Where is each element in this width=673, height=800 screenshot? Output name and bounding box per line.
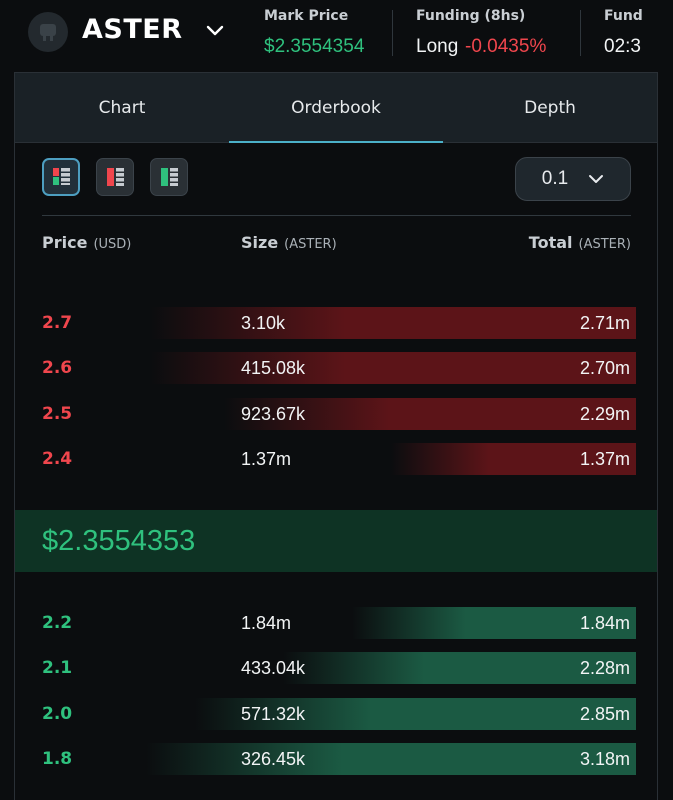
orderbook-panel-frame: [14, 0, 658, 800]
ask-total: 2.70m: [579, 358, 630, 378]
bid-total: 1.84m: [579, 613, 630, 633]
ask-size: 415.08k: [241, 358, 306, 378]
bid-size: 1.84m: [241, 613, 292, 633]
ask-total: 2.29m: [579, 404, 630, 424]
bid-price: 2.0: [42, 704, 73, 724]
bid-depth-bar: [352, 607, 636, 639]
orderbook-asks-icon: [107, 168, 124, 186]
coin-logo: [28, 12, 68, 52]
bid-row[interactable]: 1.8 326.45k 3.18m: [0, 743, 673, 775]
tab-depth[interactable]: Depth: [524, 97, 576, 118]
funding-label: Funding (8hs): [416, 8, 526, 24]
market-symbol[interactable]: ASTER: [82, 14, 183, 45]
ask-size: 1.37m: [241, 449, 292, 469]
bid-depth-bar: [146, 743, 636, 775]
chevron-down-icon: [589, 175, 604, 183]
ask-depth-bar: [151, 307, 636, 339]
funding-countdown-value: 02:3: [604, 36, 641, 57]
funding-side: Long: [416, 36, 459, 57]
size-header-unit: (ASTER): [284, 237, 337, 252]
funding-countdown-label: Fund: [604, 8, 643, 24]
size-header-label: Size: [241, 233, 279, 252]
price-header-label: Price: [42, 233, 88, 252]
orderbook-both-icon: [53, 168, 70, 185]
view-bids-button[interactable]: [150, 158, 188, 196]
total-header-label: Total: [528, 233, 573, 252]
total-column-header: Total (ASTER): [529, 233, 631, 252]
ask-depth-bar: [224, 398, 636, 430]
bid-price: 2.1: [42, 658, 73, 678]
ask-row[interactable]: 2.5 923.67k 2.29m: [0, 398, 673, 430]
bid-row[interactable]: 2.2 1.84m 1.84m: [0, 607, 673, 639]
header-divider: [392, 10, 393, 56]
orderbook-bids-icon: [161, 168, 178, 186]
ask-row[interactable]: 2.4 1.37m 1.37m: [0, 443, 673, 475]
ask-price: 2.7: [42, 313, 73, 333]
header-divider: [580, 10, 581, 56]
view-asks-button[interactable]: [96, 158, 134, 196]
tab-orderbook[interactable]: Orderbook: [229, 73, 443, 143]
precision-select[interactable]: 0.1: [515, 157, 631, 201]
mid-price: $2.3554353: [42, 525, 196, 557]
bid-depth-bar: [195, 698, 636, 730]
precision-value: 0.1: [541, 168, 569, 189]
bid-total: 2.85m: [579, 704, 630, 724]
ask-depth-bar: [391, 443, 636, 475]
mark-price-label: Mark Price: [264, 8, 349, 24]
ask-size: 923.67k: [241, 404, 306, 424]
ask-price: 2.5: [42, 404, 73, 424]
tab-chart[interactable]: Chart: [98, 97, 146, 118]
ask-row[interactable]: 2.7 3.10k 2.71m: [0, 307, 673, 339]
bid-size: 571.32k: [241, 704, 306, 724]
price-column-header: Price (USD): [42, 233, 131, 252]
ask-size: 3.10k: [241, 313, 286, 333]
market-header: ASTER Mark Price $2.3554354 Funding (8hs…: [0, 0, 673, 72]
ask-depth-bar: [151, 352, 636, 384]
size-column-header: Size (ASTER): [241, 233, 337, 252]
view-both-button[interactable]: [42, 158, 80, 196]
total-header-unit: (ASTER): [578, 237, 631, 252]
ask-total: 1.37m: [579, 449, 630, 469]
bid-total: 2.28m: [579, 658, 630, 678]
ask-row[interactable]: 2.6 415.08k 2.70m: [0, 352, 673, 384]
ask-total: 2.71m: [579, 313, 630, 333]
ask-price: 2.4: [42, 449, 73, 469]
ask-price: 2.6: [42, 358, 73, 378]
view-tabs: Chart Orderbook Depth: [15, 72, 657, 143]
bid-total: 3.18m: [579, 749, 630, 769]
bid-row[interactable]: 2.0 571.32k 2.85m: [0, 698, 673, 730]
bid-size: 433.04k: [241, 658, 306, 678]
bid-price: 2.2: [42, 613, 73, 633]
bid-depth-bar: [283, 652, 636, 684]
controls-divider: [42, 215, 631, 216]
mark-price-value: $2.3554354: [264, 36, 365, 57]
bid-size: 326.45k: [241, 749, 306, 769]
market-selector-chevron-icon[interactable]: [204, 20, 226, 42]
price-header-unit: (USD): [93, 237, 132, 252]
bid-row[interactable]: 2.1 433.04k 2.28m: [0, 652, 673, 684]
coin-logo-icon: [40, 24, 56, 41]
bid-price: 1.8: [42, 749, 73, 769]
mid-price-banner: $2.3554353: [15, 510, 657, 572]
funding-rate: -0.0435%: [465, 36, 547, 57]
